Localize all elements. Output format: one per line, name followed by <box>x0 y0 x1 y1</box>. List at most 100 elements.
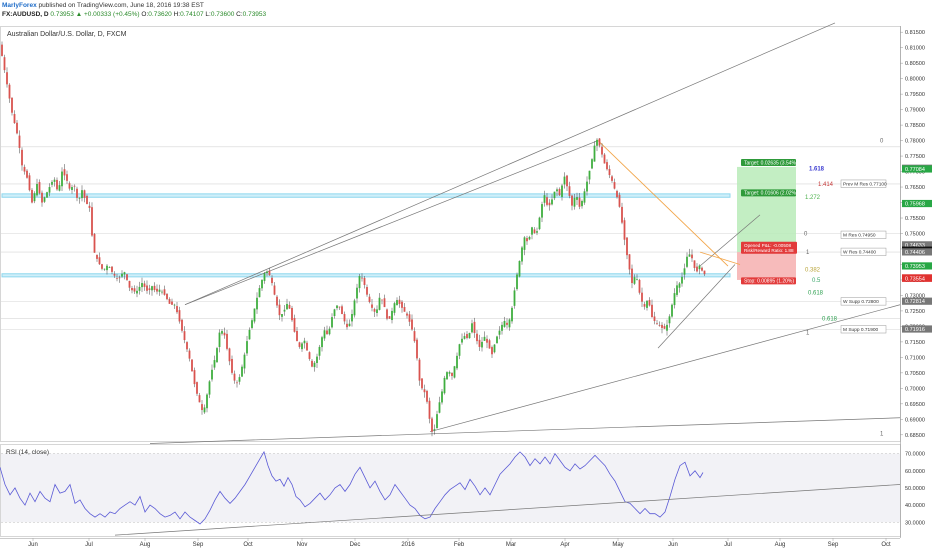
candle-body <box>536 231 538 233</box>
price-tick-label: 0.69000 <box>905 417 925 423</box>
candle-body <box>226 333 228 349</box>
candle-body <box>163 289 166 295</box>
candle-body <box>308 352 311 359</box>
fib-label: 1.414 <box>818 182 834 188</box>
candle-body <box>246 341 248 354</box>
candle-body <box>198 395 201 403</box>
candle-body <box>363 277 366 285</box>
candle-body <box>153 285 156 291</box>
candle-body <box>506 322 508 325</box>
candle-body <box>453 366 456 378</box>
candle-body <box>221 331 223 334</box>
position-tool[interactable]: Target: 0.02635 (3.54%) Target: 0.01606 (… <box>737 158 798 285</box>
ohlc-close-value: 0.73953 <box>242 10 267 18</box>
candle-body <box>136 290 138 294</box>
candle-body <box>83 190 86 198</box>
price-tag-3: 0.74633 <box>905 243 925 249</box>
rsi-tick-label: 50.0000 <box>905 486 925 492</box>
time-axis[interactable]: Jun Jul Aug Sep Oct Nov Dec 2016 Feb Mar Apr May Jun… <box>0 538 900 548</box>
candle-body <box>613 182 616 189</box>
candle-body <box>88 205 91 208</box>
candle-body <box>63 169 66 176</box>
candle-body <box>618 194 621 207</box>
candle-body <box>388 316 391 319</box>
level-label-2: W Res 0.74400 <box>843 250 876 256</box>
candle-body <box>131 287 133 291</box>
candle-body <box>671 304 673 317</box>
month-label: Feb <box>454 542 465 548</box>
candle-body <box>646 300 648 308</box>
candle-body <box>141 283 143 288</box>
channel-line-mid <box>184 140 599 306</box>
fib-label: 0 <box>880 139 884 145</box>
ohlc-low-value: 0.73600 <box>210 10 235 18</box>
candle-body <box>231 358 233 373</box>
trendlines[interactable] <box>149 22 901 444</box>
ohlc-open-label: O: <box>141 10 149 18</box>
candle-body <box>21 149 23 166</box>
candle-body <box>601 146 603 155</box>
candle-body <box>403 307 406 312</box>
candle-body <box>436 414 438 429</box>
price-tick-label: 0.79000 <box>905 108 925 114</box>
candle-body <box>51 181 53 185</box>
candle-body <box>588 170 591 180</box>
candle-body <box>623 220 626 240</box>
candle-body <box>331 317 333 328</box>
candle-body <box>111 266 113 272</box>
price-tag-6: 0.74406 <box>905 250 925 256</box>
candle-body <box>118 277 121 279</box>
month-label: Sep <box>828 542 839 548</box>
chart-title: Australian Dollar/U.S. Dollar, D, FXCM <box>7 31 127 38</box>
lower-channel-line <box>429 304 901 433</box>
candle-body <box>686 256 688 267</box>
candle-body <box>431 418 433 432</box>
candle-body <box>38 182 41 194</box>
candle-body <box>413 331 416 342</box>
candle-body <box>583 191 586 203</box>
price-axis[interactable]: 0.81500 0.81000 0.80500 0.80000 0.79500 0.790… <box>900 26 932 538</box>
candle-body <box>446 372 448 380</box>
candle-body <box>456 355 458 369</box>
candle-body <box>183 331 186 341</box>
publish-header: MarlyForex published on TradingView.com,… <box>0 0 932 26</box>
author-link[interactable]: MarlyForex <box>2 2 37 9</box>
stop-zone <box>737 252 796 280</box>
candle-body <box>571 195 573 206</box>
candle-body <box>213 360 216 368</box>
ohlc-open-value: 0.73620 <box>148 10 172 18</box>
fib-label: 1 <box>806 331 810 337</box>
level-label-3: M Res 0.74950 <box>843 233 876 239</box>
rsi-trendline <box>114 484 901 536</box>
month-label: Jun <box>668 542 678 548</box>
candle-body <box>293 317 296 332</box>
candle-body <box>241 366 243 377</box>
candle-body <box>593 145 596 162</box>
long-term-support-line <box>149 417 901 444</box>
candle-body <box>523 237 526 250</box>
candle-body <box>356 287 358 299</box>
candle-body <box>411 319 413 330</box>
candle-body <box>173 304 176 306</box>
candle-body <box>561 185 563 197</box>
candle-body <box>161 291 163 293</box>
rsi-pane: 70.0000 60.0000 50.0000 40.0000 30.0000 <box>0 450 925 536</box>
candle-body <box>341 306 343 315</box>
candle-body <box>263 273 266 281</box>
candle-body <box>353 300 356 316</box>
candle-body <box>273 285 276 295</box>
candle-body <box>598 138 601 146</box>
candle-body <box>358 276 361 289</box>
candle-body <box>313 362 316 368</box>
candle-body <box>643 304 646 307</box>
target2-text: Target: 0.01606 (2.02%) <box>744 191 798 197</box>
candle-body <box>493 344 496 353</box>
candle-body <box>96 254 98 259</box>
candle-body <box>201 404 203 411</box>
candle-body <box>678 283 681 288</box>
change-label: 0.73953 ▲ +0.00333 (+0.45%) <box>50 10 140 18</box>
candle-body <box>656 323 658 325</box>
candle-body <box>473 321 476 333</box>
candle-body <box>333 309 336 316</box>
